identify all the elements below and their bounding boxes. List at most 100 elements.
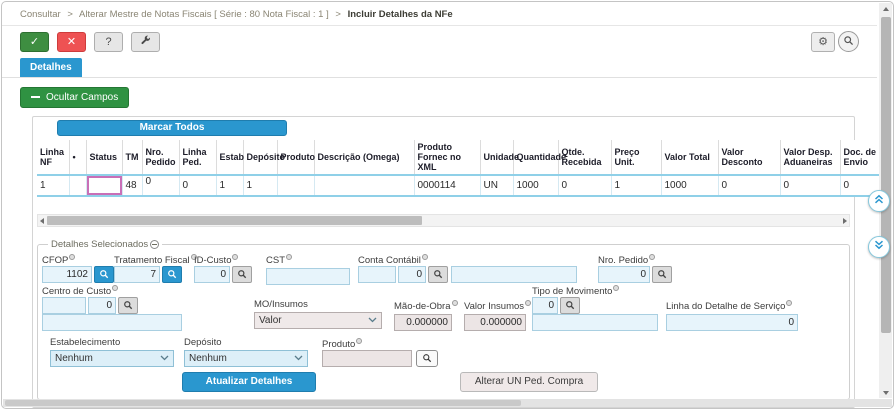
- wrench-icon: [140, 35, 151, 49]
- collapse-icon[interactable]: [150, 239, 160, 249]
- cell-descricao-omega[interactable]: [314, 173, 415, 197]
- cfop-field: CFOP: [42, 253, 114, 283]
- id-custo-search-button[interactable]: [232, 265, 252, 283]
- mao-de-obra-label: Mão-de-Obra: [394, 300, 451, 312]
- ocultar-campos-button[interactable]: Ocultar Campos: [20, 86, 130, 108]
- col-valor-desconto[interactable]: Valor Desconto: [718, 139, 781, 175]
- atualizar-detalhes-button[interactable]: Atualizar Detalhes: [182, 371, 316, 392]
- col-doc-envio[interactable]: Doc. de Envio: [840, 139, 883, 175]
- cell-deposito[interactable]: 1: [243, 173, 278, 197]
- zoom-hint-icon: [525, 299, 532, 306]
- cell-status[interactable]: [86, 173, 123, 197]
- scroll-left-icon[interactable]: [40, 217, 44, 224]
- tab-detalhes[interactable]: Detalhes: [20, 58, 82, 77]
- cell-tm[interactable]: 48: [122, 173, 143, 197]
- deposito-select[interactable]: Nenhum: [184, 349, 308, 367]
- conta-contabil-seq-input[interactable]: [398, 265, 426, 283]
- breadcrumb-item-alterar-mestre[interactable]: Alterar Mestre de Notas Fiscais [ Série …: [79, 9, 329, 20]
- id-custo-field: ID-Custo: [194, 253, 252, 283]
- cell-flag[interactable]: [69, 173, 87, 197]
- table-row[interactable]: 1 48 0 0 1 1 0000114 UN 1000 0: [37, 173, 883, 197]
- cell-produto[interactable]: [277, 173, 315, 197]
- scroll-to-bottom-button[interactable]: [868, 236, 890, 258]
- zoom-hint-icon: [613, 284, 620, 291]
- col-unidade[interactable]: Unidade: [480, 139, 519, 175]
- col-nro-pedido[interactable]: Nro. Pedido: [142, 139, 180, 175]
- scroll-right-icon[interactable]: [843, 217, 847, 224]
- help-button[interactable]: ?: [94, 31, 123, 52]
- cfop-input[interactable]: [42, 265, 92, 283]
- tools-button[interactable]: [131, 31, 160, 52]
- confirm-button[interactable]: ✓: [20, 31, 49, 52]
- scroll-to-top-button[interactable]: [868, 190, 890, 212]
- cell-valor-desp-aduaneiras[interactable]: 0: [780, 173, 841, 197]
- marcar-todos-button[interactable]: Marcar Todos: [57, 119, 287, 136]
- cell-linha-nf[interactable]: 1: [37, 173, 70, 197]
- conta-contabil-search-button[interactable]: [428, 265, 448, 283]
- col-produto[interactable]: Produto: [277, 139, 315, 175]
- linha-detalhe-servico-input[interactable]: [666, 313, 798, 331]
- cst-input[interactable]: [266, 267, 350, 285]
- col-deposito[interactable]: Depósito: [243, 139, 285, 175]
- nro-pedido-label: Nro. Pedido: [598, 254, 649, 266]
- col-preco-unit[interactable]: Preço Unit.: [611, 139, 662, 175]
- cfop-search-button[interactable]: [94, 265, 114, 283]
- col-descricao-omega[interactable]: Descrição (Omega): [314, 139, 415, 175]
- cell-linha-ped[interactable]: 0: [179, 173, 217, 197]
- breadcrumb-separator: >: [67, 9, 73, 20]
- col-estab[interactable]: Estab: [216, 139, 244, 175]
- mo-insumos-value: Valor: [259, 314, 282, 326]
- col-status[interactable]: Status: [86, 139, 123, 175]
- search-button[interactable]: [838, 31, 859, 52]
- col-qtde-recebida[interactable]: Qtde. Recebida: [558, 139, 612, 175]
- tratamento-fiscal-search-button[interactable]: [162, 265, 182, 283]
- nro-pedido-search-button[interactable]: [652, 265, 672, 283]
- col-produto-fornec-xml[interactable]: Produto Fornec no XML: [414, 139, 481, 175]
- scrollbar-thumb[interactable]: [5, 400, 521, 406]
- centro-custo-seq-input[interactable]: [88, 296, 116, 314]
- centro-custo-code-input[interactable]: [42, 296, 86, 314]
- nro-pedido-input[interactable]: [598, 265, 650, 283]
- cell-qtde-recebida[interactable]: 0: [558, 173, 612, 197]
- bottom-horizontal-scrollbar[interactable]: [3, 399, 892, 407]
- cell-estab[interactable]: 1: [216, 173, 244, 197]
- id-custo-input[interactable]: [194, 265, 230, 283]
- col-flag[interactable]: •: [69, 139, 87, 175]
- tratamento-fiscal-input[interactable]: [114, 265, 160, 283]
- centro-custo-desc-input[interactable]: [42, 313, 182, 331]
- cell-preco-unit[interactable]: 1: [611, 173, 662, 197]
- scroll-down-icon[interactable]: [882, 391, 889, 395]
- mo-insumos-select[interactable]: Valor: [254, 311, 382, 329]
- breadcrumb-item-consultar[interactable]: Consultar: [20, 9, 61, 20]
- produto-input[interactable]: [322, 349, 412, 367]
- linha-detalhe-servico-field: Linha do Detalhe de Serviço: [666, 299, 798, 331]
- cell-nro-pedido[interactable]: 0: [142, 173, 180, 197]
- zoom-hint-icon: [69, 253, 76, 260]
- produto-search-button[interactable]: [416, 349, 438, 367]
- cancel-button[interactable]: ✕: [57, 31, 86, 52]
- scroll-up-icon[interactable]: [882, 7, 889, 11]
- col-linha-ped[interactable]: Linha Ped.: [179, 139, 217, 175]
- tipo-movimento-desc-input[interactable]: [532, 313, 658, 331]
- table-horizontal-scrollbar[interactable]: [37, 213, 850, 227]
- alterar-un-ped-compra-button[interactable]: Alterar UN Ped. Compra: [460, 371, 598, 392]
- cell-valor-total[interactable]: 1000: [661, 173, 719, 197]
- cell-valor-desconto[interactable]: 0: [718, 173, 781, 197]
- col-valor-desp-aduaneiras[interactable]: Valor Desp. Aduaneiras: [780, 139, 841, 175]
- col-valor-total[interactable]: Valor Total: [661, 139, 719, 175]
- cell-quantidade[interactable]: 1000: [513, 173, 559, 197]
- settings-button[interactable]: ⚙: [811, 31, 835, 52]
- tipo-movimento-search-button[interactable]: [560, 296, 580, 314]
- cell-unidade[interactable]: UN: [480, 173, 514, 197]
- conta-contabil-code-input[interactable]: [358, 265, 396, 283]
- col-quantidade[interactable]: Quantidade: [513, 139, 566, 175]
- scrollbar-thumb[interactable]: [47, 215, 422, 225]
- centro-custo-search-button[interactable]: [118, 296, 138, 314]
- cell-produto-fornec-xml[interactable]: 0000114: [414, 173, 481, 197]
- col-linha-nf[interactable]: Linha NF: [37, 139, 70, 175]
- estabelecimento-select[interactable]: Nenhum: [50, 349, 174, 367]
- tipo-movimento-input[interactable]: [532, 296, 558, 314]
- col-tm[interactable]: TM: [122, 139, 143, 175]
- conta-contabil-desc-input[interactable]: [451, 265, 577, 283]
- scrollbar-thumb[interactable]: [880, 17, 891, 333]
